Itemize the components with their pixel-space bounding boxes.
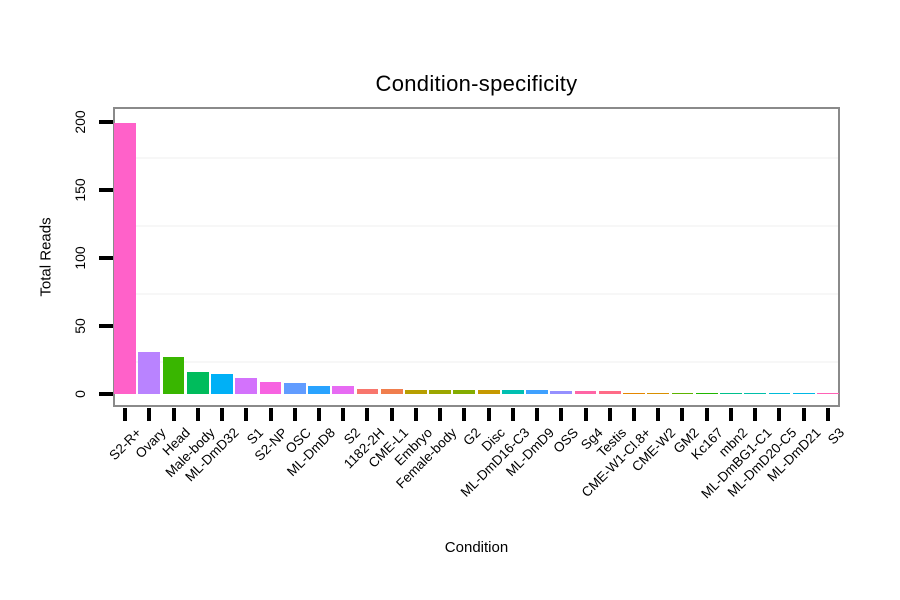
x-axis-tick: [632, 408, 637, 421]
bar-osc: [283, 383, 306, 394]
x-axis-tick: [753, 408, 758, 421]
minor-gridline: [115, 225, 838, 227]
minor-gridline: [115, 157, 838, 159]
bar-s1: [235, 377, 258, 394]
y-axis-tick: [99, 188, 113, 192]
x-axis-tick: [341, 408, 346, 421]
minor-gridline: [115, 293, 838, 295]
x-axis-tick: [268, 408, 273, 421]
x-axis-tick: [559, 408, 564, 421]
x-axis-tick: [777, 408, 782, 421]
x-axis-tick: [220, 408, 225, 421]
bar-oss: [550, 391, 573, 394]
x-axis-tick: [728, 408, 733, 421]
y-tick-label: 0: [72, 390, 88, 398]
bar-female-body: [429, 389, 452, 394]
x-tick-label: S3: [825, 425, 848, 448]
y-axis-tick: [99, 324, 113, 328]
x-tick-label: OSS: [550, 425, 581, 456]
bar-gm2: [671, 392, 694, 394]
bar-disc: [477, 389, 500, 394]
bar-ml-dmbg1-c1: [744, 392, 767, 394]
bar-ml-dmd8: [308, 385, 330, 394]
y-axis-tick: [99, 392, 113, 396]
bar-s3: [816, 392, 839, 394]
y-tick-label: 150: [72, 178, 88, 202]
x-axis-tick: [462, 408, 467, 421]
x-axis-tick: [147, 408, 152, 421]
x-axis-tick: [583, 408, 588, 421]
bar-cme-w1-cl-8-: [623, 392, 645, 394]
bar-male-body: [186, 372, 209, 394]
y-tick-label: 200: [72, 110, 88, 134]
x-axis-tick: [825, 408, 830, 421]
x-axis-tick: [607, 408, 612, 421]
y-tick-label: 50: [72, 318, 88, 334]
x-axis-tick: [413, 408, 418, 421]
x-axis-tick: [365, 408, 370, 421]
bar-head: [162, 357, 185, 394]
y-axis-title: Total Reads: [37, 217, 55, 297]
bar-cme-l1: [380, 388, 403, 394]
x-axis-tick: [389, 408, 394, 421]
y-tick-label: 100: [72, 246, 88, 270]
bar-sg4: [574, 391, 597, 394]
x-axis-tick: [171, 408, 176, 421]
bar-cme-w2: [647, 392, 670, 394]
bar-1182-2h: [356, 388, 379, 394]
x-axis-tick: [316, 408, 321, 421]
bar-ml-dmd16-c3: [501, 389, 524, 394]
x-axis-tick: [535, 408, 540, 421]
x-axis-tick: [680, 408, 685, 421]
minor-gridline: [115, 361, 838, 363]
x-axis-tick: [123, 408, 128, 421]
bar-s2-np: [259, 381, 282, 394]
bar-ml-dmd21: [792, 392, 815, 394]
x-axis-tick: [656, 408, 661, 421]
plot-panel: [113, 107, 840, 407]
x-axis-tick: [801, 408, 806, 421]
x-axis-tick: [438, 408, 443, 421]
x-axis-tick: [510, 408, 515, 421]
bar-testis: [598, 391, 621, 394]
x-axis-tick: [195, 408, 200, 421]
x-axis-tick: [292, 408, 297, 421]
bar-ml-dmd32: [211, 373, 233, 394]
y-axis-tick: [99, 120, 113, 124]
bar-ml-dmd20-c5: [768, 392, 791, 394]
bar-ovary: [138, 351, 161, 394]
y-axis-tick: [99, 256, 113, 260]
x-axis-tick: [244, 408, 249, 421]
bar-mbn2: [720, 392, 742, 394]
x-axis-title: Condition: [444, 539, 509, 556]
x-axis-tick: [704, 408, 709, 421]
bar-embryo: [405, 389, 427, 394]
bar-s2-r-: [114, 123, 137, 394]
bar-kc167: [695, 392, 718, 394]
bar-s2: [332, 385, 355, 394]
chart-title: Condition-specificity: [375, 71, 578, 96]
bar-g2: [453, 389, 476, 394]
bar-ml-dmd9: [526, 389, 548, 394]
x-axis-tick: [486, 408, 491, 421]
